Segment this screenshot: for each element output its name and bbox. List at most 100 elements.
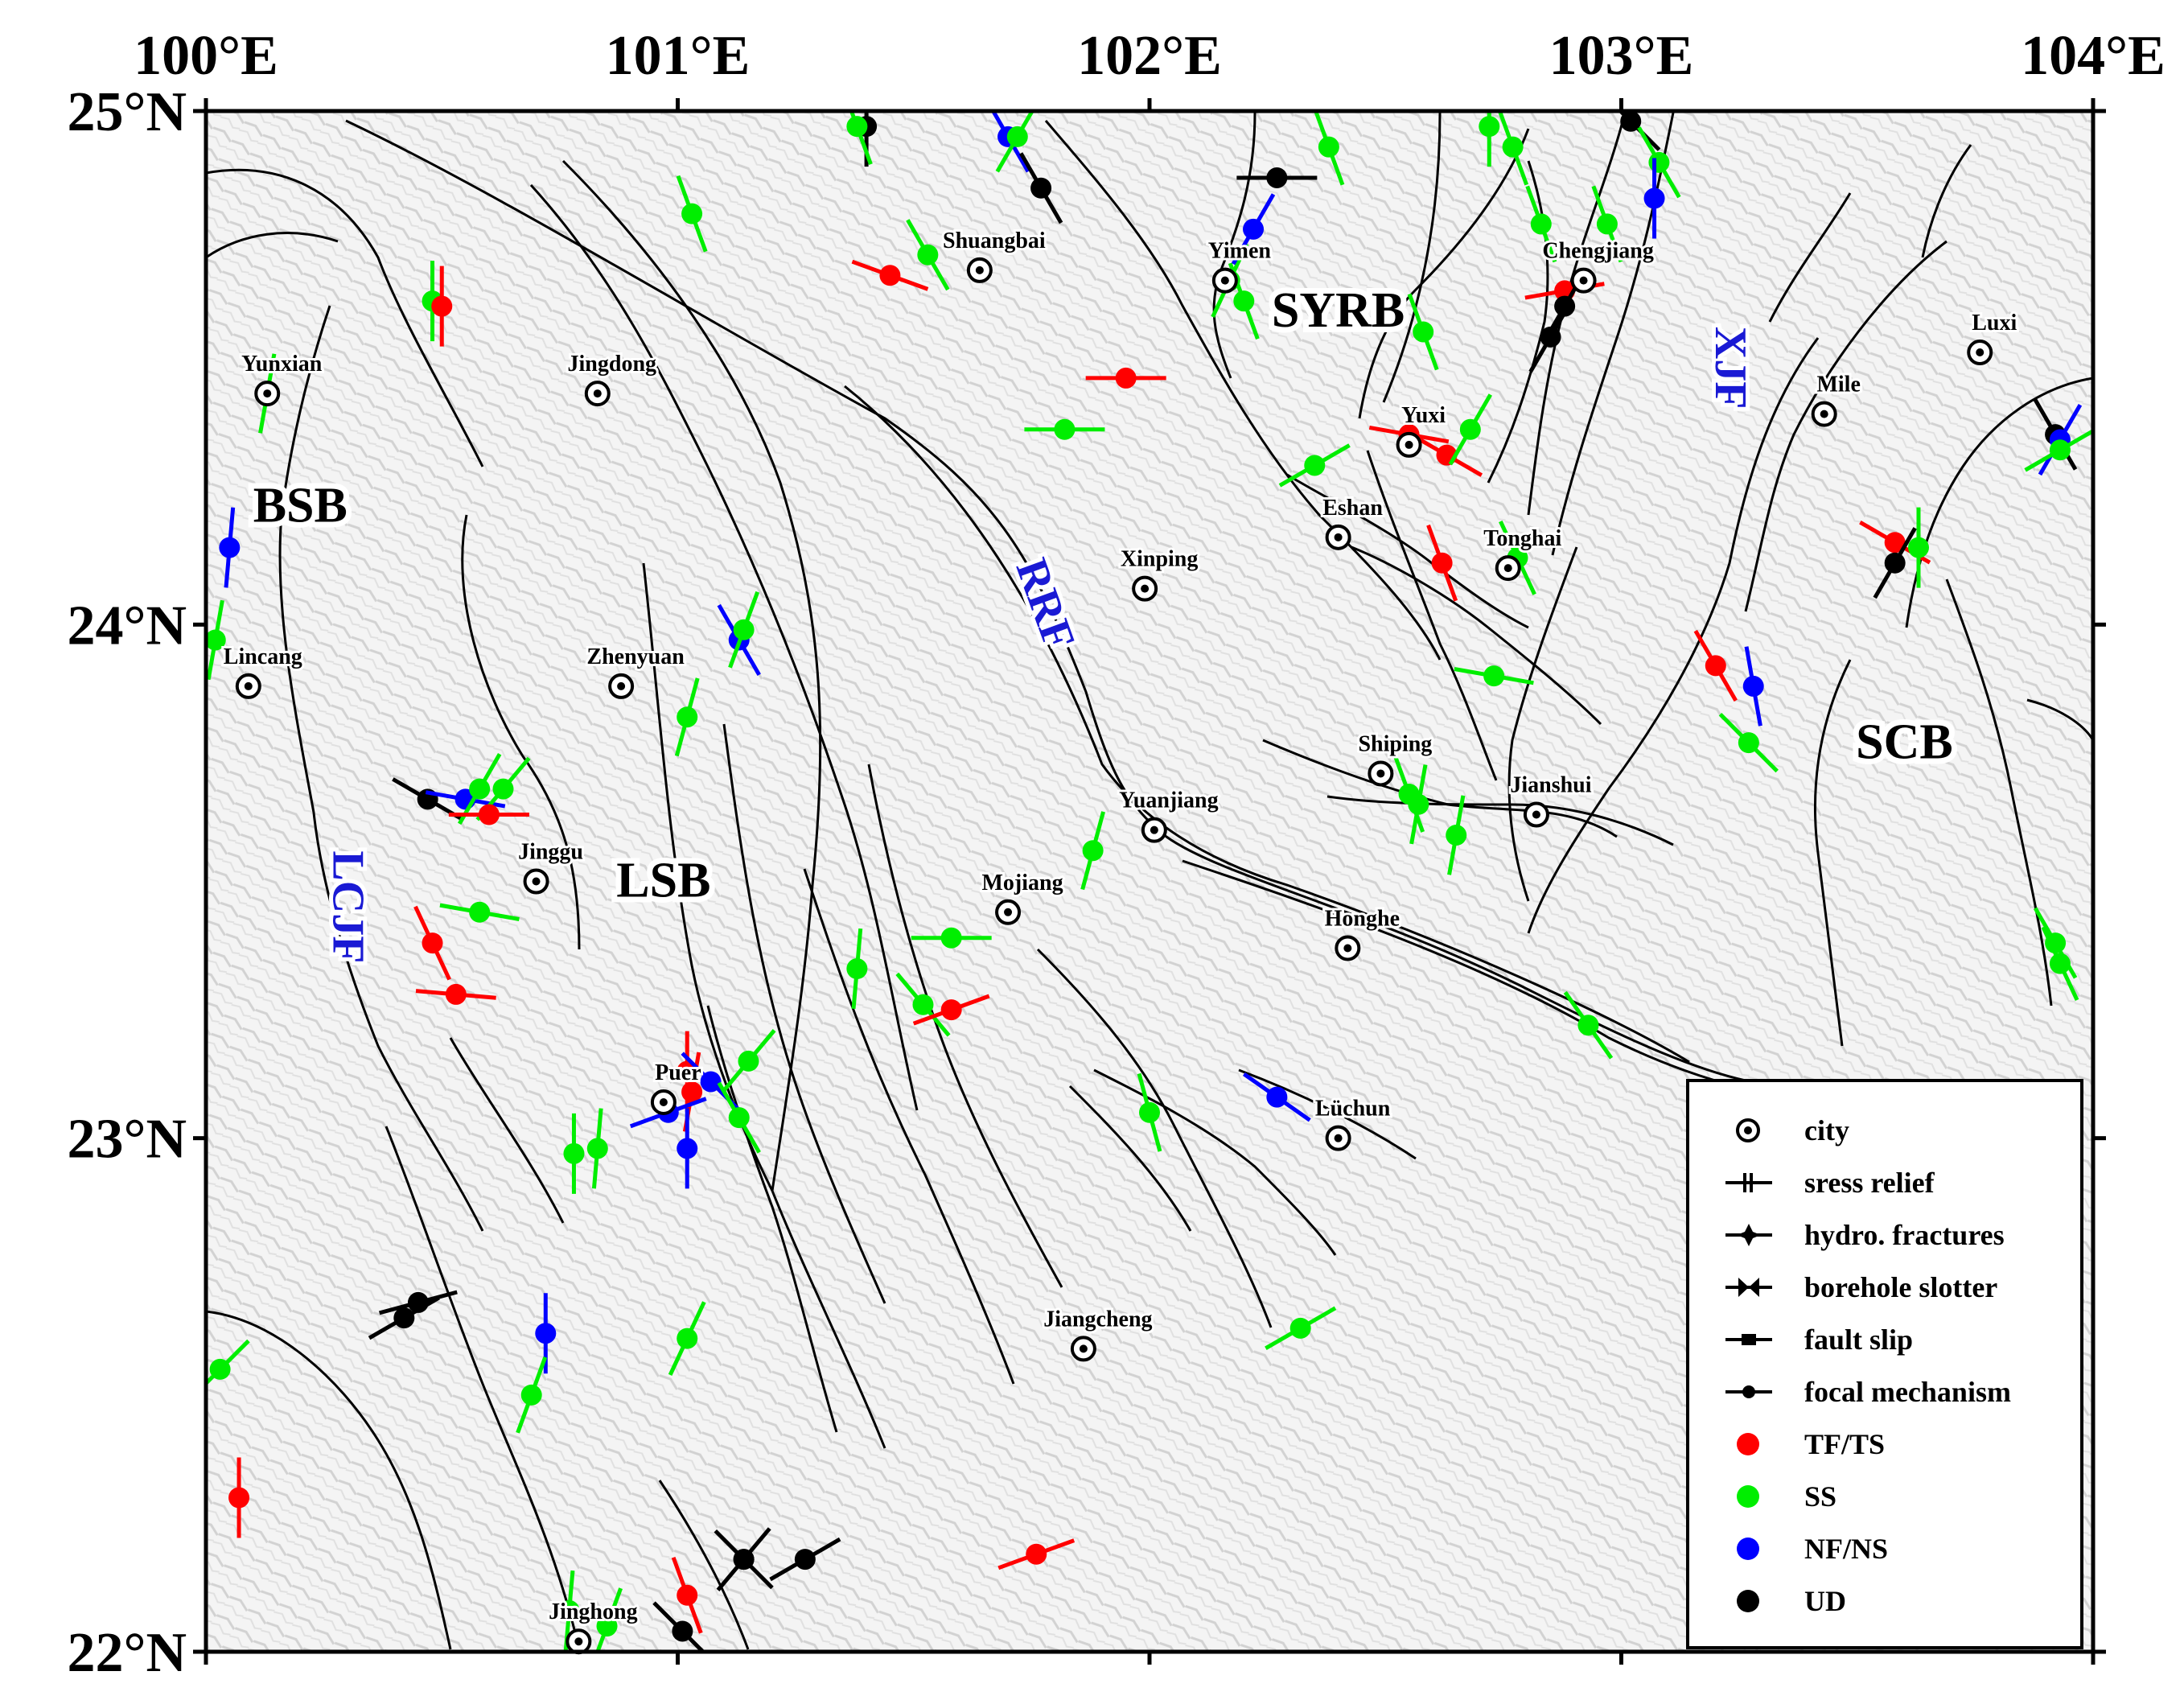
stress-symbol <box>206 599 226 681</box>
stress-dot <box>1596 213 1618 235</box>
stress-dot <box>1431 552 1453 574</box>
city-icon-center <box>574 1637 583 1646</box>
stress-dot <box>535 1323 557 1344</box>
city-icon-center <box>1334 1134 1343 1142</box>
stress-symbol <box>1231 193 1276 266</box>
city: Jiangcheng <box>1041 1304 1155 1362</box>
legend-item: SS <box>1737 1480 1836 1513</box>
stress-dot <box>1643 187 1665 209</box>
legend-label: focal mechanism <box>1804 1376 2011 1408</box>
city-label: Mojiang <box>981 871 1063 895</box>
city-label: Puer <box>655 1060 701 1085</box>
stress-symbol <box>1137 1072 1162 1152</box>
city: Eshan <box>1320 493 1385 550</box>
x-tick-label: 102°E <box>1077 25 1222 87</box>
city-icon-center <box>1532 810 1540 819</box>
stress-symbol <box>769 1537 841 1582</box>
city-icon-center <box>244 681 253 690</box>
stress-symbol <box>206 1339 250 1387</box>
fault-xjf-3 <box>1507 546 1578 902</box>
fault-scb-4 <box>1768 192 1852 323</box>
stress-symbol <box>674 677 700 757</box>
fault-south-3 <box>449 1037 565 1224</box>
stress-dot <box>520 1384 542 1406</box>
city: Lüchun <box>1313 1094 1393 1151</box>
legend-color-dot <box>1737 1433 1759 1455</box>
city-icon-center <box>1820 410 1828 418</box>
stress-symbol <box>1448 393 1492 466</box>
borehole-slotter-icon <box>1738 1278 1759 1297</box>
stress-dot <box>1884 552 1906 574</box>
stress-symbol <box>378 1290 458 1315</box>
stress-dot <box>1030 177 1052 199</box>
city-label: Yuxi <box>1401 403 1446 428</box>
city-icon-center <box>1141 584 1150 593</box>
city-icon-center <box>617 681 626 690</box>
stress-symbol <box>851 259 929 291</box>
city-label: Yuanjiang <box>1119 788 1218 813</box>
fault-jingdong <box>529 183 919 1111</box>
stress-symbol <box>448 804 529 825</box>
stress-symbol <box>439 901 520 923</box>
stress-dot <box>672 1620 693 1642</box>
fault-mojiang-2 <box>803 868 1015 1385</box>
stress-dot <box>1907 537 1929 558</box>
city-label: Shiping <box>1358 731 1432 756</box>
city-label: Honghe <box>1325 906 1400 931</box>
fault-lcjf <box>278 305 484 1232</box>
city-icon-center <box>1405 440 1413 449</box>
city-markers: Shuangbai Yimen Chengjiang Yunxian Jingdong L… <box>221 226 2019 1655</box>
stress-dot <box>846 116 868 138</box>
stress-dot <box>1082 840 1104 862</box>
city: Shuangbai <box>940 226 1048 283</box>
stress-symbol <box>1278 443 1351 488</box>
legend-item: sress relief <box>1725 1167 1935 1199</box>
stress-dot <box>940 927 962 949</box>
fault-river-se-3 <box>1093 1068 1337 1256</box>
stress-symbol <box>671 1556 703 1634</box>
stress-dot <box>469 778 491 800</box>
stress-dot <box>1479 116 1500 138</box>
city: Jinghong <box>546 1597 640 1655</box>
fault-jianshui <box>1326 795 1674 846</box>
stress-dot <box>1742 675 1764 697</box>
city-icon-center <box>593 389 602 398</box>
fault-scb-6 <box>1813 659 1852 1047</box>
city-label: Jingdong <box>568 352 657 377</box>
city-icon-center <box>532 877 541 886</box>
fault-wuliang <box>561 159 822 1192</box>
fault-lsb-inner <box>722 723 886 1304</box>
stress-symbol <box>1693 629 1738 702</box>
stress-dot <box>940 999 962 1021</box>
city: Shiping <box>1355 729 1434 787</box>
stress-symbol <box>1718 713 1779 773</box>
stress-symbol <box>1408 764 1429 845</box>
city-icon-center <box>975 266 984 274</box>
fault-lcjf-east <box>461 514 581 950</box>
stress-symbol <box>911 927 992 949</box>
stress-dot <box>1459 418 1481 440</box>
stress-symbol <box>586 1108 608 1189</box>
stress-dot <box>478 804 500 825</box>
legend-item: TF/TS <box>1737 1428 1885 1460</box>
stress-symbol <box>1643 158 1665 239</box>
legend-label: borehole slotter <box>1804 1271 1997 1303</box>
legend-color-dot <box>1737 1538 1759 1560</box>
stress-symbol <box>1742 646 1764 727</box>
x-tick-label: 103°E <box>1549 25 1694 87</box>
stress-symbol <box>1454 665 1534 687</box>
stress-symbol <box>413 905 451 981</box>
stress-dot <box>1540 326 1561 348</box>
stress-dot <box>1266 1086 1288 1108</box>
city: Xinping <box>1118 545 1200 602</box>
stress-symbol <box>1313 111 1345 186</box>
stress-symbol <box>1446 795 1467 875</box>
focal-mechanism-icon <box>1742 1385 1755 1398</box>
legend-item: NF/NS <box>1737 1533 1888 1565</box>
stress-dot <box>563 1142 585 1164</box>
stress-symbol <box>668 1301 706 1376</box>
fault-chengjiang <box>1487 160 1549 484</box>
stress-dot <box>681 203 703 224</box>
stress-dot <box>1502 136 1524 158</box>
fault-lsb-west <box>642 562 886 1449</box>
